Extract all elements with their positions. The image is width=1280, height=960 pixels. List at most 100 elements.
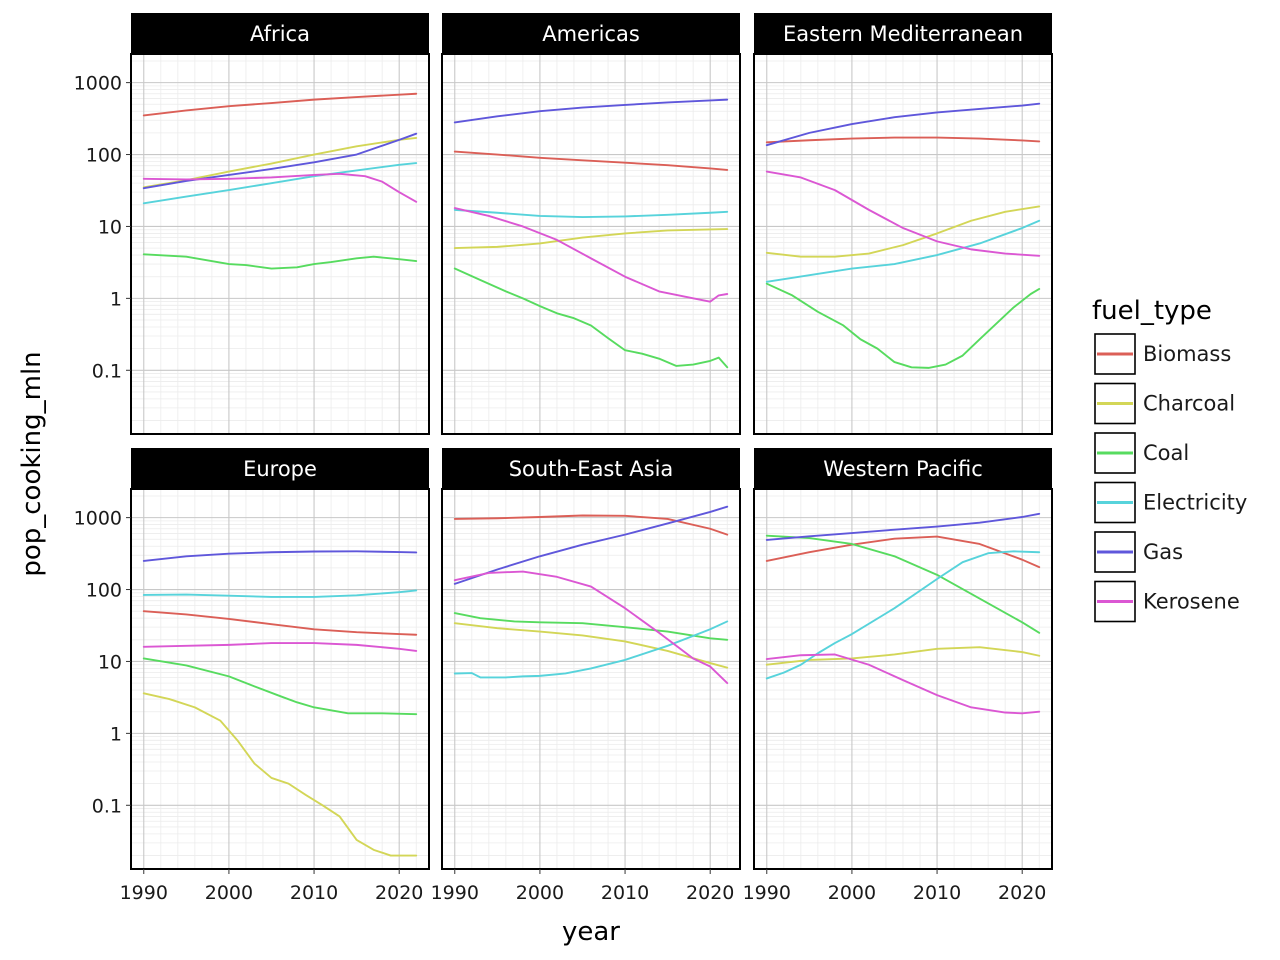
series-line-biomass-africa	[142, 92, 418, 117]
minor-grid-south-east-asia	[442, 489, 740, 869]
y-tick-label: 1	[110, 288, 122, 310]
y-axis-europe: 0.1 1 10 100 1000	[74, 508, 131, 817]
strip-label-americas: Americas	[542, 22, 640, 46]
x-tick-label: 2020	[375, 882, 423, 904]
series-line-charcoal-americas	[453, 228, 729, 250]
minor-grid-africa	[131, 54, 429, 434]
series-group-europe	[142, 550, 418, 857]
x-tick-label: 1990	[743, 882, 791, 904]
series-line-coal-western-pacific	[765, 534, 1041, 634]
y-axis-africa: 0.1 1 10 100 1000	[74, 73, 131, 382]
strip-americas	[442, 13, 740, 54]
x-tick-label: 2010	[913, 882, 961, 904]
series-line-electricity-europe	[142, 589, 418, 598]
series-line-coal-americas	[453, 267, 729, 369]
x-axis-europe: 1990 2000 2010 2020	[120, 869, 423, 904]
series-group-africa	[142, 92, 418, 270]
panel-border-western-pacific	[753, 488, 1053, 870]
series-group-south-east-asia	[453, 505, 729, 685]
major-grid-eastern-mediterranean	[754, 54, 1052, 434]
y-tick-label: 1	[110, 723, 122, 745]
legend-label-biomass: Biomass	[1143, 342, 1231, 366]
x-tick-label: 2010	[601, 882, 649, 904]
panel-south-east-asia: South-East Asia 1990 2000 2010 2020	[431, 448, 741, 904]
legend-label-kerosene: Kerosene	[1143, 590, 1240, 614]
panel-europe: Europe 0.1 1 10 100 1000 1990 2000 2010 2020	[74, 448, 430, 904]
series-line-kerosene-south-east-asia	[453, 570, 729, 685]
legend-item-gas: Gas	[1094, 531, 1183, 573]
x-tick-label: 1990	[120, 882, 168, 904]
strip-western-pacific	[754, 448, 1052, 489]
legend-label-coal: Coal	[1143, 441, 1189, 465]
legend-item-kerosene: Kerosene	[1094, 580, 1240, 623]
series-line-electricity-western-pacific	[765, 550, 1041, 680]
y-tick-label: 1000	[74, 508, 122, 530]
series-line-biomass-western-pacific	[765, 535, 1041, 569]
series-line-coal-europe	[142, 657, 418, 716]
panel-americas: Americas	[441, 13, 741, 435]
series-line-kerosene-eastern-mediterranean	[765, 170, 1041, 257]
legend-label-charcoal: Charcoal	[1143, 392, 1235, 416]
legend-label-gas: Gas	[1143, 540, 1183, 564]
series-group-eastern-mediterranean	[765, 102, 1041, 369]
x-tick-label: 2000	[205, 882, 253, 904]
series-line-kerosene-americas	[453, 207, 729, 303]
legend-item-biomass: Biomass	[1094, 333, 1231, 375]
legend-item-electricity: Electricity	[1094, 481, 1247, 524]
strip-label-europe: Europe	[243, 457, 317, 481]
y-tick-label: 1000	[74, 73, 122, 95]
series-line-coal-eastern-mediterranean	[765, 282, 1041, 369]
legend-label-electricity: Electricity	[1143, 491, 1247, 515]
strip-label-south-east-asia: South-East Asia	[509, 457, 674, 481]
series-line-electricity-eastern-mediterranean	[765, 219, 1041, 283]
series-line-biomass-eastern-mediterranean	[765, 136, 1041, 144]
series-line-electricity-americas	[453, 208, 729, 219]
series-line-gas-americas	[453, 98, 729, 124]
legend: fuel_type Biomass Charcoal Coal Electricity…	[1092, 296, 1247, 623]
panel-border-south-east-asia	[441, 488, 741, 870]
strip-label-eastern-mediterranean: Eastern Mediterranean	[783, 22, 1023, 46]
series-line-kerosene-western-pacific	[765, 653, 1041, 715]
legend-item-coal: Coal	[1094, 432, 1189, 474]
x-tick-label: 2000	[516, 882, 564, 904]
strip-europe	[131, 448, 429, 489]
series-line-biomass-europe	[142, 610, 418, 636]
panel-border-eastern-mediterranean	[753, 53, 1053, 435]
series-line-gas-western-pacific	[765, 512, 1041, 541]
x-tick-label: 1990	[431, 882, 479, 904]
major-grid-africa	[131, 54, 429, 434]
y-tick-label: 100	[86, 580, 122, 602]
x-tick-label: 2020	[686, 882, 734, 904]
legend-title: fuel_type	[1092, 296, 1212, 326]
series-line-biomass-americas	[453, 150, 729, 171]
strip-africa	[131, 13, 429, 54]
series-line-gas-eastern-mediterranean	[765, 102, 1041, 147]
series-line-coal-south-east-asia	[453, 612, 729, 641]
panel-border-africa	[130, 53, 430, 435]
legend-item-charcoal: Charcoal	[1094, 382, 1235, 425]
x-tick-label: 2000	[828, 882, 876, 904]
series-line-gas-europe	[142, 550, 418, 562]
series-line-coal-africa	[142, 253, 418, 270]
x-tick-label: 2010	[290, 882, 338, 904]
strip-south-east-asia	[442, 448, 740, 489]
strip-label-western-pacific: Western Pacific	[823, 457, 983, 481]
series-line-kerosene-europe	[142, 642, 418, 652]
y-tick-label: 100	[86, 145, 122, 167]
series-line-gas-south-east-asia	[453, 505, 729, 585]
panel-border-americas	[441, 53, 741, 435]
series-line-charcoal-europe	[142, 692, 418, 857]
y-tick-label: 0.1	[92, 795, 122, 817]
y-axis-title: pop_cooking_mln	[17, 351, 47, 576]
series-line-kerosene-africa	[142, 172, 418, 203]
strip-eastern-mediterranean	[754, 13, 1052, 54]
series-line-charcoal-eastern-mediterranean	[765, 205, 1041, 258]
series-line-charcoal-south-east-asia	[453, 622, 729, 669]
y-tick-label: 0.1	[92, 360, 122, 382]
series-group-western-pacific	[765, 512, 1041, 715]
series-line-charcoal-western-pacific	[765, 646, 1041, 666]
series-line-electricity-south-east-asia	[453, 620, 729, 679]
x-axis-western-pacific: 1990 2000 2010 2020	[743, 869, 1046, 904]
series-group-americas	[453, 98, 729, 369]
